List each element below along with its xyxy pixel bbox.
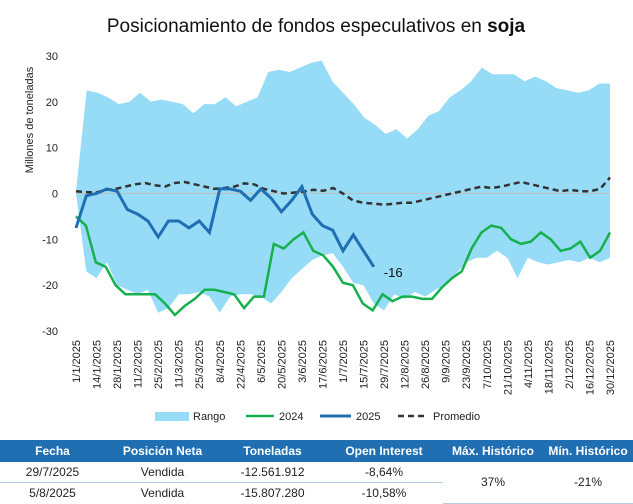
- x-tick-label: 18/11/2025: [543, 340, 555, 394]
- header-toneladas: Toneladas: [220, 440, 325, 462]
- x-tick-label: 26/8/2025: [420, 340, 432, 389]
- x-tick-label: 20/5/2025: [276, 340, 288, 389]
- legend-label-promedio: Promedio: [433, 411, 480, 423]
- x-tick-label: 7/10/2025: [482, 340, 494, 389]
- series-2024-line: [75, 215, 612, 317]
- x-tick-label: 30/12/2025: [605, 340, 617, 395]
- cell-toneladas: -12.561.912: [220, 462, 325, 483]
- y-tick-label: -10: [42, 234, 58, 246]
- series-2025-end-label: -16: [384, 265, 403, 280]
- x-tick-label: 2/12/2025: [564, 340, 576, 389]
- legend-label-2024: 2024: [279, 411, 303, 423]
- header-open-interest: Open Interest: [325, 440, 443, 462]
- table-row: 29/7/2025 Vendida -12.561.912 -8,64% 37%…: [0, 462, 633, 504]
- legend: Rango 2024 2025 Promedio: [155, 411, 480, 423]
- legend-label-rango: Rango: [193, 411, 225, 423]
- legend-swatch-rango: [155, 412, 189, 421]
- x-tick-label: 17/6/2025: [318, 340, 330, 389]
- y-tick-label: 30: [46, 51, 58, 63]
- cell-open-interest: -8,64%: [325, 462, 443, 483]
- series-2025-line: [74, 183, 376, 268]
- header-fecha: Fecha: [0, 440, 105, 462]
- x-tick-label: 1/7/2025: [338, 340, 350, 383]
- x-tick-label: 3/6/2025: [297, 340, 309, 383]
- x-tick-label: 28/1/2025: [112, 340, 124, 389]
- cell-fecha: 5/8/2025: [29, 486, 76, 500]
- header-posicion-neta: Posición Neta: [105, 440, 220, 462]
- x-tick-label: 25/2/2025: [153, 340, 165, 389]
- x-tick-label: 15/7/2025: [359, 340, 371, 389]
- series-promedio-line: [75, 176, 611, 206]
- chart-title: Posicionamiento de fondos especulativos …: [107, 16, 526, 37]
- header-min-historico: Mín. Histórico: [543, 440, 633, 462]
- soy-positioning-chart: Posicionamiento de fondos especulativos …: [24, 16, 617, 423]
- positions-summary-table: Fecha Posición Neta Toneladas Open Inter…: [0, 440, 633, 504]
- legend-label-2025: 2025: [356, 411, 380, 423]
- table-row: 5/8/2025 Vendida -15.807.280 -10,58%: [0, 483, 633, 504]
- x-tick-label: 23/9/2025: [461, 340, 473, 389]
- x-tick-label: 12/8/2025: [400, 340, 412, 389]
- x-tick-label: 1/1/2025: [71, 340, 83, 383]
- y-tick-label: 20: [46, 97, 58, 109]
- x-tick-label: 14/1/2025: [92, 340, 104, 389]
- cell-toneladas: -15.807.280: [240, 486, 305, 500]
- x-tick-label: 21/10/2025: [502, 340, 514, 395]
- x-tick-label: 6/5/2025: [256, 340, 268, 383]
- cell-min-historico: -21%: [543, 462, 633, 504]
- x-tick-label: 16/12/2025: [585, 340, 597, 395]
- x-tick-label: 11/2/2025: [133, 340, 145, 388]
- cell-max-historico: 37%: [443, 462, 543, 504]
- y-tick-label: 0: [52, 189, 58, 201]
- y-tick-label: -30: [42, 326, 58, 338]
- x-tick-label: 8/4/2025: [215, 340, 227, 383]
- y-tick-label: 10: [46, 143, 58, 155]
- cell-open-interest: -10,58%: [361, 486, 407, 500]
- y-axis-label: Millones de toneladas: [24, 66, 36, 173]
- table-header-row: Fecha Posición Neta Toneladas Open Inter…: [0, 440, 633, 462]
- x-tick-label: 4/11/2025: [523, 340, 535, 388]
- header-max-historico: Máx. Histórico: [443, 440, 543, 462]
- x-tick-label: 25/3/2025: [194, 340, 206, 389]
- cell-posicion: Vendida: [105, 462, 220, 483]
- x-tick-label: 11/3/2025: [174, 340, 186, 388]
- y-tick-label: -20: [42, 280, 58, 292]
- cell-fecha: 29/7/2025: [0, 462, 105, 483]
- x-tick-label: 22/4/2025: [235, 340, 247, 389]
- cell-posicion: Vendida: [140, 486, 185, 500]
- range-area: [76, 60, 610, 313]
- x-tick-label: 9/9/2025: [441, 340, 453, 383]
- x-tick-label: 29/7/2025: [379, 340, 391, 389]
